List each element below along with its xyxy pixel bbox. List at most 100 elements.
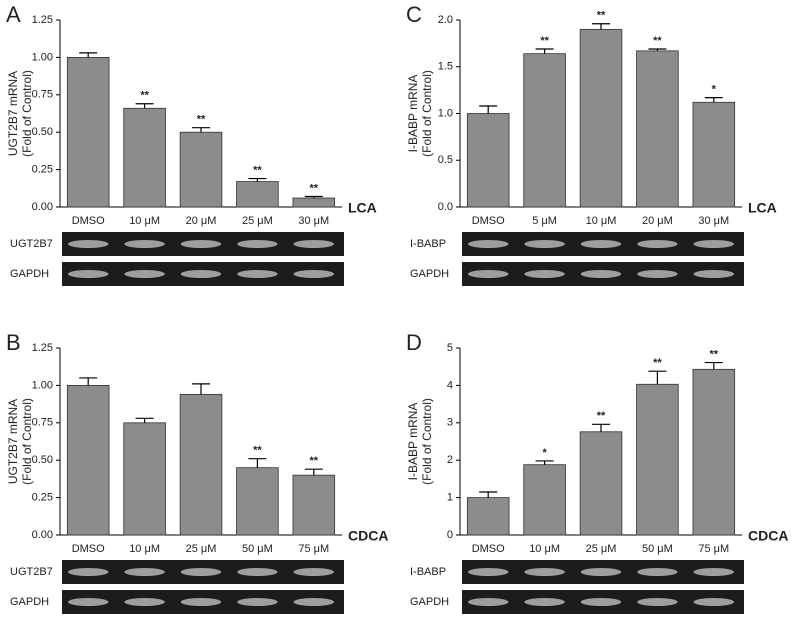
- gel-band: [693, 270, 735, 278]
- y-tick-label: 0.50: [32, 454, 53, 466]
- significance: **: [710, 348, 719, 360]
- error-bar: [592, 23, 610, 30]
- gel-band: [580, 240, 622, 248]
- significance: **: [540, 35, 549, 47]
- x-tick-label: 25 μM: [586, 543, 617, 555]
- gel-band: [180, 240, 222, 248]
- x-tick-label: 75 μM: [298, 543, 329, 555]
- y-tick-label: 0: [447, 529, 453, 541]
- y-axis-label: (Fold of Control): [420, 398, 434, 485]
- bar: [123, 107, 166, 208]
- error-bar: [592, 423, 610, 432]
- bar: [466, 497, 510, 536]
- gel-band: [637, 598, 678, 606]
- panel-letter: D: [406, 330, 422, 355]
- error-bar: [135, 417, 154, 423]
- x-tick-label: DMSO: [72, 215, 105, 227]
- gel-band: [637, 270, 678, 278]
- y-tick-label: 2.0: [438, 14, 453, 26]
- significance: **: [140, 90, 149, 102]
- gel-band: [524, 568, 565, 576]
- x-tick-label: 5 μM: [532, 215, 557, 227]
- x-tick-label: 25 μM: [242, 215, 273, 227]
- gel-band: [467, 598, 509, 606]
- y-tick-label: 1.25: [32, 14, 53, 26]
- significance: **: [310, 182, 319, 194]
- gel-band: [237, 598, 278, 606]
- y-axis-label: UGT2B7 mRNA: [6, 71, 20, 156]
- gel-band: [524, 270, 565, 278]
- bar: [236, 467, 279, 536]
- significance: **: [253, 445, 262, 457]
- y-tick-label: 4: [447, 379, 453, 391]
- gel-band: [580, 568, 622, 576]
- y-tick-label: 1.00: [32, 51, 53, 63]
- gel-band: [67, 240, 109, 248]
- chart-panel: A UGT2B7 mRNA (Fold of Control) 0.00 0.25 0.5…: [6, 2, 377, 286]
- y-tick-label: 1.0: [438, 107, 453, 119]
- error-bar: [248, 458, 267, 468]
- gel-band: [524, 598, 565, 606]
- x-tick-label: 50 μM: [642, 543, 673, 555]
- gel-band: [124, 240, 165, 248]
- significance: *: [542, 447, 547, 459]
- bar: [66, 385, 110, 536]
- significance: **: [653, 35, 662, 47]
- y-tick-label: 0.0: [438, 201, 453, 213]
- y-axis-label: (Fold of Control): [20, 398, 34, 485]
- bar: [523, 53, 566, 208]
- gel-band: [67, 568, 109, 576]
- y-tick-label: 1.25: [32, 342, 53, 354]
- error-bar: [704, 361, 723, 370]
- gel-band: [180, 568, 222, 576]
- error-bar: [479, 105, 498, 114]
- y-tick-label: 0.00: [32, 529, 53, 541]
- gel-band: [293, 240, 335, 248]
- bar: [579, 431, 623, 536]
- significance: **: [253, 164, 262, 176]
- error-bar: [479, 491, 498, 498]
- x-tick-label: 75 μM: [698, 543, 729, 555]
- gel-band: [237, 568, 278, 576]
- treatment-label: LCA: [348, 200, 377, 216]
- gel-band: [580, 270, 622, 278]
- error-bar: [304, 468, 323, 476]
- gel-label: GAPDH: [10, 596, 49, 608]
- panel-letter: A: [6, 2, 21, 27]
- gel-band: [67, 598, 109, 606]
- y-tick-label: 0.00: [32, 201, 53, 213]
- error-bar: [79, 377, 98, 386]
- bar: [292, 197, 336, 208]
- gel-band: [293, 598, 335, 606]
- bar: [466, 113, 510, 208]
- bar: [636, 383, 679, 536]
- significance: *: [712, 84, 717, 96]
- y-tick-label: 0.25: [32, 164, 53, 176]
- gel-band: [693, 598, 735, 606]
- error-bar: [79, 52, 98, 58]
- gel-band: [293, 568, 335, 576]
- x-tick-label: 25 μM: [186, 543, 217, 555]
- significance: **: [197, 114, 206, 126]
- x-tick-label: 30 μM: [698, 215, 729, 227]
- significance: **: [310, 455, 319, 467]
- gel-band: [67, 270, 109, 278]
- y-axis-label: UGT2B7 mRNA: [6, 399, 20, 484]
- error-bar: [135, 103, 154, 109]
- y-axis-label: I-BABP mRNA: [406, 403, 420, 481]
- treatment-label: LCA: [748, 200, 777, 216]
- y-tick-label: 0.75: [32, 89, 53, 101]
- y-axis-label: (Fold of Control): [420, 70, 434, 157]
- bar: [636, 50, 679, 208]
- gel-band: [293, 270, 335, 278]
- error-bar: [535, 460, 554, 465]
- significance: **: [653, 357, 662, 369]
- y-axis-label: (Fold of Control): [20, 70, 34, 157]
- x-tick-label: DMSO: [472, 215, 505, 227]
- bar: [692, 368, 736, 536]
- chart-panel: D I-BABP mRNA (Fold of Control) 0 1 2 3 4 5 DMSO *…: [406, 330, 788, 614]
- treatment-label: CDCA: [348, 528, 388, 544]
- y-tick-label: 0.5: [438, 154, 453, 166]
- error-bar: [248, 177, 267, 182]
